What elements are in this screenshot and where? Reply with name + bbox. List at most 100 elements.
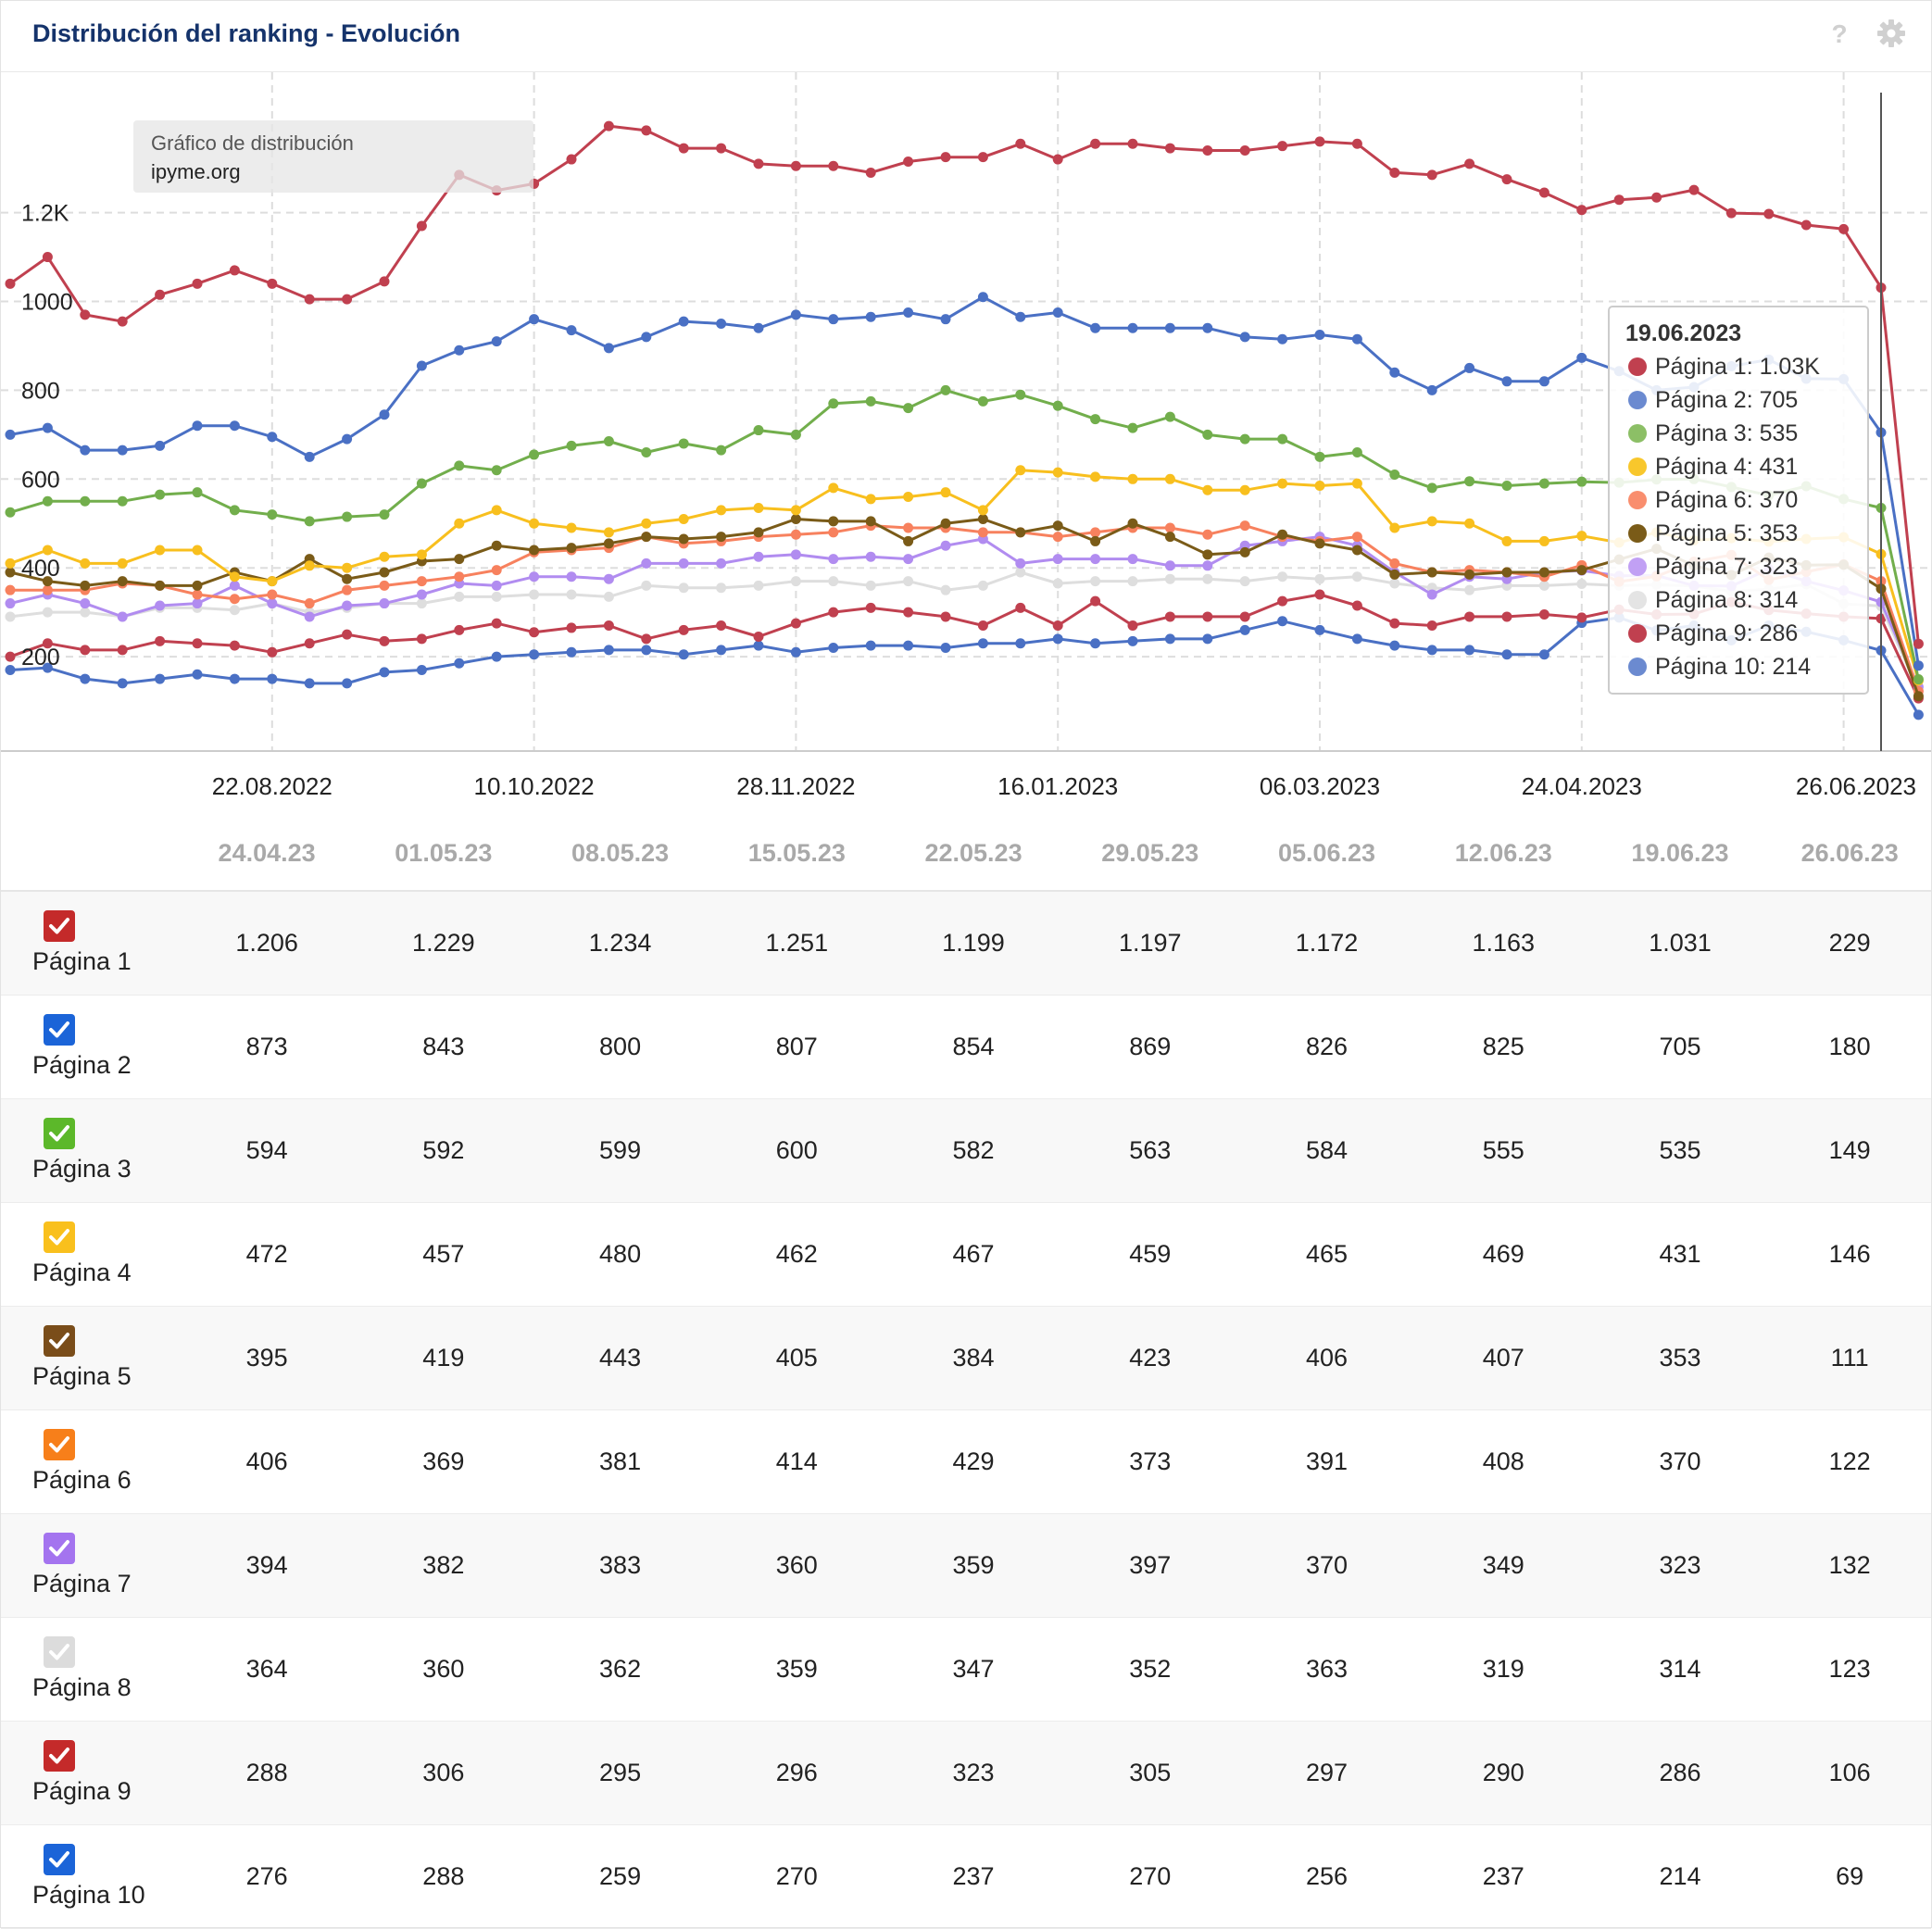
- data-point[interactable]: [1015, 557, 1026, 569]
- data-point[interactable]: [529, 545, 540, 556]
- data-point[interactable]: [1426, 620, 1437, 632]
- data-point[interactable]: [379, 276, 390, 287]
- data-point[interactable]: [1090, 471, 1101, 482]
- data-point[interactable]: [267, 673, 278, 684]
- data-point[interactable]: [1277, 333, 1288, 344]
- data-point[interactable]: [678, 624, 689, 635]
- data-point[interactable]: [903, 554, 914, 565]
- data-point[interactable]: [1314, 451, 1325, 462]
- data-point[interactable]: [155, 580, 166, 591]
- data-point[interactable]: [1314, 136, 1325, 147]
- data-point[interactable]: [267, 576, 278, 587]
- data-point[interactable]: [416, 598, 427, 609]
- data-point[interactable]: [1052, 633, 1063, 645]
- data-point[interactable]: [716, 532, 727, 543]
- data-point[interactable]: [678, 557, 689, 569]
- data-point[interactable]: [678, 316, 689, 327]
- data-point[interactable]: [454, 624, 465, 635]
- data-point[interactable]: [80, 309, 91, 320]
- data-point[interactable]: [80, 673, 91, 684]
- data-point[interactable]: [790, 618, 801, 629]
- data-point[interactable]: [1576, 612, 1587, 623]
- data-point[interactable]: [155, 545, 166, 556]
- data-point[interactable]: [1202, 633, 1213, 645]
- series-1[interactable]: [5, 120, 1924, 649]
- data-point[interactable]: [1576, 578, 1587, 589]
- data-point[interactable]: [379, 580, 390, 591]
- data-point[interactable]: [1501, 480, 1512, 491]
- data-point[interactable]: [865, 551, 876, 562]
- data-point[interactable]: [1464, 611, 1475, 622]
- data-point[interactable]: [1052, 467, 1063, 478]
- data-point[interactable]: [1090, 322, 1101, 333]
- data-point[interactable]: [229, 605, 240, 616]
- data-point[interactable]: [491, 336, 502, 347]
- data-point[interactable]: [1127, 620, 1138, 632]
- data-point[interactable]: [1015, 638, 1026, 649]
- data-point[interactable]: [304, 294, 315, 305]
- data-point[interactable]: [940, 518, 951, 529]
- data-point[interactable]: [1426, 516, 1437, 527]
- data-point[interactable]: [603, 343, 614, 354]
- data-point[interactable]: [117, 576, 128, 587]
- data-point[interactable]: [267, 278, 278, 289]
- data-point[interactable]: [229, 640, 240, 651]
- data-point[interactable]: [192, 278, 203, 289]
- data-point[interactable]: [1277, 478, 1288, 489]
- data-point[interactable]: [1164, 633, 1175, 645]
- data-point[interactable]: [940, 384, 951, 395]
- data-point[interactable]: [903, 535, 914, 546]
- data-point[interactable]: [267, 646, 278, 658]
- series-checkbox[interactable]: [44, 1014, 75, 1046]
- data-point[interactable]: [641, 125, 652, 136]
- data-point[interactable]: [603, 120, 614, 132]
- data-point[interactable]: [1314, 538, 1325, 549]
- data-point[interactable]: [42, 545, 53, 556]
- data-point[interactable]: [566, 543, 577, 554]
- data-point[interactable]: [566, 622, 577, 633]
- data-point[interactable]: [1464, 476, 1475, 487]
- data-point[interactable]: [1501, 174, 1512, 185]
- data-point[interactable]: [790, 429, 801, 440]
- data-point[interactable]: [42, 422, 53, 433]
- data-point[interactable]: [716, 505, 727, 516]
- data-point[interactable]: [1127, 554, 1138, 565]
- data-point[interactable]: [342, 678, 353, 689]
- data-point[interactable]: [1464, 362, 1475, 373]
- data-point[interactable]: [229, 580, 240, 591]
- data-point[interactable]: [229, 265, 240, 276]
- series-checkbox[interactable]: [44, 1740, 75, 1772]
- data-point[interactable]: [1913, 691, 1924, 702]
- data-point[interactable]: [491, 591, 502, 602]
- data-point[interactable]: [790, 549, 801, 560]
- data-point[interactable]: [1389, 569, 1400, 580]
- data-point[interactable]: [1202, 573, 1213, 584]
- help-icon[interactable]: ?: [1824, 18, 1855, 49]
- data-point[interactable]: [1239, 433, 1250, 445]
- data-point[interactable]: [977, 505, 988, 516]
- data-point[interactable]: [865, 580, 876, 591]
- data-point[interactable]: [828, 576, 839, 587]
- data-point[interactable]: [80, 445, 91, 456]
- data-point[interactable]: [1202, 484, 1213, 495]
- data-point[interactable]: [117, 445, 128, 456]
- data-point[interactable]: [1164, 573, 1175, 584]
- data-point[interactable]: [1426, 567, 1437, 578]
- data-point[interactable]: [491, 505, 502, 516]
- series-checkbox[interactable]: [44, 1325, 75, 1357]
- data-point[interactable]: [641, 447, 652, 458]
- data-point[interactable]: [1202, 144, 1213, 156]
- data-point[interactable]: [1725, 207, 1737, 219]
- data-point[interactable]: [903, 640, 914, 651]
- data-point[interactable]: [155, 440, 166, 451]
- data-point[interactable]: [529, 314, 540, 325]
- data-point[interactable]: [491, 565, 502, 576]
- data-point[interactable]: [1351, 633, 1362, 645]
- data-point[interactable]: [753, 580, 764, 591]
- data-point[interactable]: [1351, 138, 1362, 149]
- data-point[interactable]: [1314, 329, 1325, 340]
- data-point[interactable]: [828, 527, 839, 538]
- data-point[interactable]: [790, 309, 801, 320]
- data-point[interactable]: [192, 420, 203, 432]
- data-point[interactable]: [566, 571, 577, 582]
